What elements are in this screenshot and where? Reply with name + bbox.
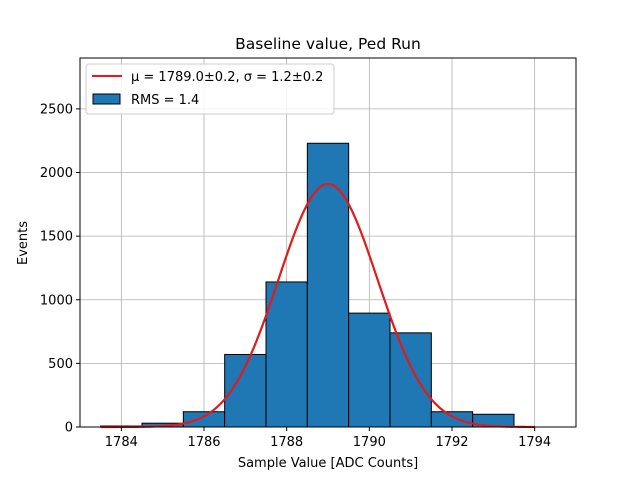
histogram-bar xyxy=(430,411,474,428)
legend-fit-label: μ = 1789.0±0.2, σ = 1.2±0.2 xyxy=(131,70,323,85)
histogram-bar xyxy=(348,312,391,428)
legend-histogram-swatch xyxy=(92,93,121,105)
y-tick-label: 0 xyxy=(65,421,73,436)
histogram-bar xyxy=(389,332,432,428)
y-axis-title: Events xyxy=(16,221,31,265)
legend-fit-sigma: σ = 1.2±0.2 xyxy=(244,70,324,85)
x-tick-label: 1786 xyxy=(187,435,220,450)
y-tick-label: 2000 xyxy=(40,166,73,181)
legend-fit-mu: μ = 1789.0±0.2, xyxy=(131,70,244,85)
gaussian-fit-curve xyxy=(100,182,535,429)
fit-curve-group xyxy=(100,182,535,429)
x-tick-label: 1784 xyxy=(105,435,138,450)
chart-title: Baseline value, Ped Run xyxy=(235,35,421,53)
histogram-bar xyxy=(265,281,308,428)
axis-ticks: 1784 1786 1788 1790 1792 1794 0 500 1000 1500 2000… xyxy=(40,102,551,450)
x-tick-label: 1790 xyxy=(353,435,386,450)
y-tick-label: 500 xyxy=(48,357,73,372)
histogram-bar xyxy=(182,411,226,428)
y-tick-label: 2500 xyxy=(40,102,73,117)
histogram-bar xyxy=(306,142,350,428)
x-tick-label: 1792 xyxy=(435,435,468,450)
x-axis-title: Sample Value [ADC Counts] xyxy=(238,456,418,471)
legend-histogram-label: RMS = 1.4 xyxy=(131,93,199,108)
legend-box xyxy=(85,63,335,115)
y-tick-label: 1000 xyxy=(40,293,73,308)
x-tick-label: 1788 xyxy=(270,435,303,450)
legend: μ = 1789.0±0.2, σ = 1.2±0.2 RMS = 1.4 xyxy=(85,63,335,115)
x-tick-label: 1794 xyxy=(518,435,551,450)
y-tick-label: 1500 xyxy=(40,230,73,245)
plot-frame xyxy=(79,57,577,428)
